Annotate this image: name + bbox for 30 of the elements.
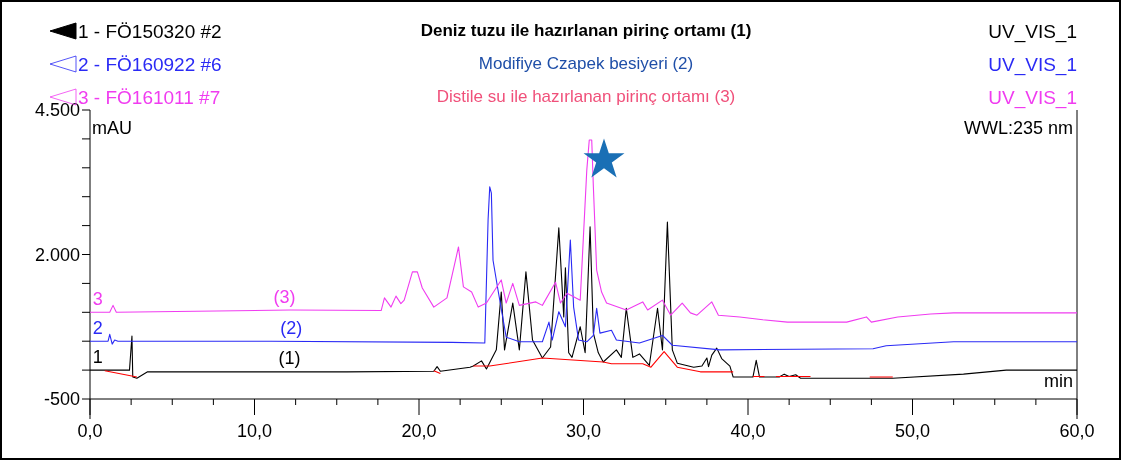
text: Deniz tuzu ile hazırlanan pirinç ortamı (1) [420, 21, 752, 40]
y-tick-label: 4.500 [34, 100, 80, 121]
x-tick-label: 50,0 [894, 421, 931, 441]
x-tick-label: 40,0 [730, 421, 766, 441]
x-tick-label: 30,0 [565, 421, 602, 441]
x-tick-label: 20,0 [401, 421, 437, 441]
y-axis-title: mAU [92, 118, 132, 138]
annotation: 2 [92, 318, 103, 339]
text: UV_VIS_1 [988, 87, 1077, 109]
text: UV_VIS_1 [988, 21, 1077, 43]
line-series [90, 139, 1077, 323]
annotation: WWL:235 nm [963, 118, 1073, 138]
x-tick-label: 60,0 [1059, 421, 1095, 441]
x-tick-label: 0,0 [77, 421, 103, 441]
annotation: 3 [92, 289, 103, 310]
annotation: (1) [278, 348, 301, 369]
text: Modifiye Czapek besiyeri (2) [478, 54, 694, 73]
y-tick-label: -500 [43, 389, 80, 410]
line-series [90, 186, 1077, 351]
y-tick-label: 2.000 [34, 244, 80, 265]
x-tick-label: 10,0 [236, 421, 273, 441]
legend-label: 3 - FÖ161011 #7 [78, 87, 221, 108]
legend-label: 2 - FÖ160922 #6 [78, 54, 222, 75]
text: UV_VIS_1 [988, 54, 1077, 76]
annotation: 1 [92, 347, 103, 368]
annotation: (2) [280, 318, 303, 339]
legend-label: 1 - FÖ150320 #2 [78, 21, 222, 42]
x-axis-title: min [1043, 371, 1073, 391]
text: Distile su ile hazırlanan pirinç ortamı (3) [436, 87, 736, 106]
annotation: (3) [273, 286, 296, 307]
